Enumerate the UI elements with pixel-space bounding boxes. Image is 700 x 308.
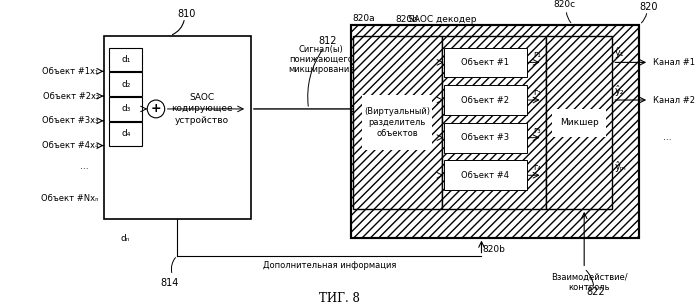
Text: 820b: 820b [395, 15, 419, 24]
Text: Объект #1: Объект #1 [461, 58, 510, 67]
Bar [444, 85, 527, 115]
Text: +: + [150, 102, 161, 115]
Text: 822: 822 [587, 287, 605, 297]
Text: 810: 810 [177, 9, 196, 19]
Text: Объект #2x₂: Объект #2x₂ [43, 91, 99, 100]
Text: Объект #Nxₙ: Объект #Nxₙ [41, 193, 99, 203]
Text: г₂: г₂ [533, 88, 540, 97]
Text: Канал #2: Канал #2 [653, 95, 695, 104]
Bar [104, 36, 251, 219]
Bar [109, 97, 142, 121]
Text: ...: ... [663, 133, 671, 142]
Text: ŷ₂: ŷ₂ [614, 85, 624, 96]
Text: Объект #4x₄: Объект #4x₄ [42, 141, 99, 150]
Bar [444, 47, 527, 77]
Text: г₄: г₄ [533, 163, 540, 172]
Text: 812: 812 [318, 36, 337, 46]
Text: Объект #4: Объект #4 [461, 171, 510, 180]
Bar [547, 36, 612, 209]
Bar [351, 25, 639, 238]
Bar [442, 36, 547, 209]
Text: ŷ₁: ŷ₁ [614, 47, 624, 59]
Bar [353, 36, 442, 209]
Text: d₄: d₄ [121, 129, 131, 138]
Bar [547, 36, 612, 209]
Text: dₙ: dₙ [120, 234, 130, 243]
Text: Взаимодействие/
контроль: Взаимодействие/ контроль [551, 273, 627, 292]
Text: 820a: 820a [353, 14, 375, 23]
Text: Объект #3: Объект #3 [461, 133, 510, 142]
Text: Объект #3x₃: Объект #3x₃ [43, 116, 99, 125]
Text: г₃: г₃ [533, 126, 540, 135]
Text: 814: 814 [160, 278, 178, 288]
Text: d₁: d₁ [121, 55, 131, 64]
Text: Канал #1: Канал #1 [653, 58, 695, 67]
Bar [444, 123, 527, 152]
Circle shape [147, 100, 164, 118]
Bar [351, 25, 639, 238]
Text: Сигнал(ы)
понижающего
микширования: Сигнал(ы) понижающего микширования [288, 45, 354, 74]
Bar [353, 36, 442, 209]
Bar [109, 122, 142, 146]
Bar [442, 36, 547, 209]
Text: Объект #2: Объект #2 [461, 95, 510, 104]
Bar [444, 160, 527, 190]
Text: d₂: d₂ [121, 80, 131, 89]
Bar [109, 47, 142, 71]
Bar [363, 95, 432, 150]
Bar [109, 72, 142, 96]
Text: 820b: 820b [482, 245, 505, 254]
Text: ...: ... [80, 162, 89, 171]
Text: Микшер: Микшер [560, 118, 598, 127]
Text: ŷₘ: ŷₘ [614, 161, 626, 172]
Bar [552, 109, 606, 137]
Text: SAOC декодер: SAOC декодер [409, 15, 477, 24]
Text: 820: 820 [640, 2, 658, 12]
Text: SAOC
кодирующее
устройство: SAOC кодирующее устройство [171, 93, 232, 124]
Text: Дополнительная информация: Дополнительная информация [262, 261, 396, 270]
Text: Объект #1x₁: Объект #1x₁ [43, 67, 99, 76]
Text: d₃: d₃ [121, 104, 131, 113]
Text: ΤИГ. 8: ΤИГ. 8 [318, 292, 360, 305]
Text: г₁: г₁ [533, 51, 540, 59]
Text: (Виртуальный)
разделитель
объектов: (Виртуальный) разделитель объектов [364, 107, 430, 138]
Text: 820c: 820c [553, 0, 575, 10]
